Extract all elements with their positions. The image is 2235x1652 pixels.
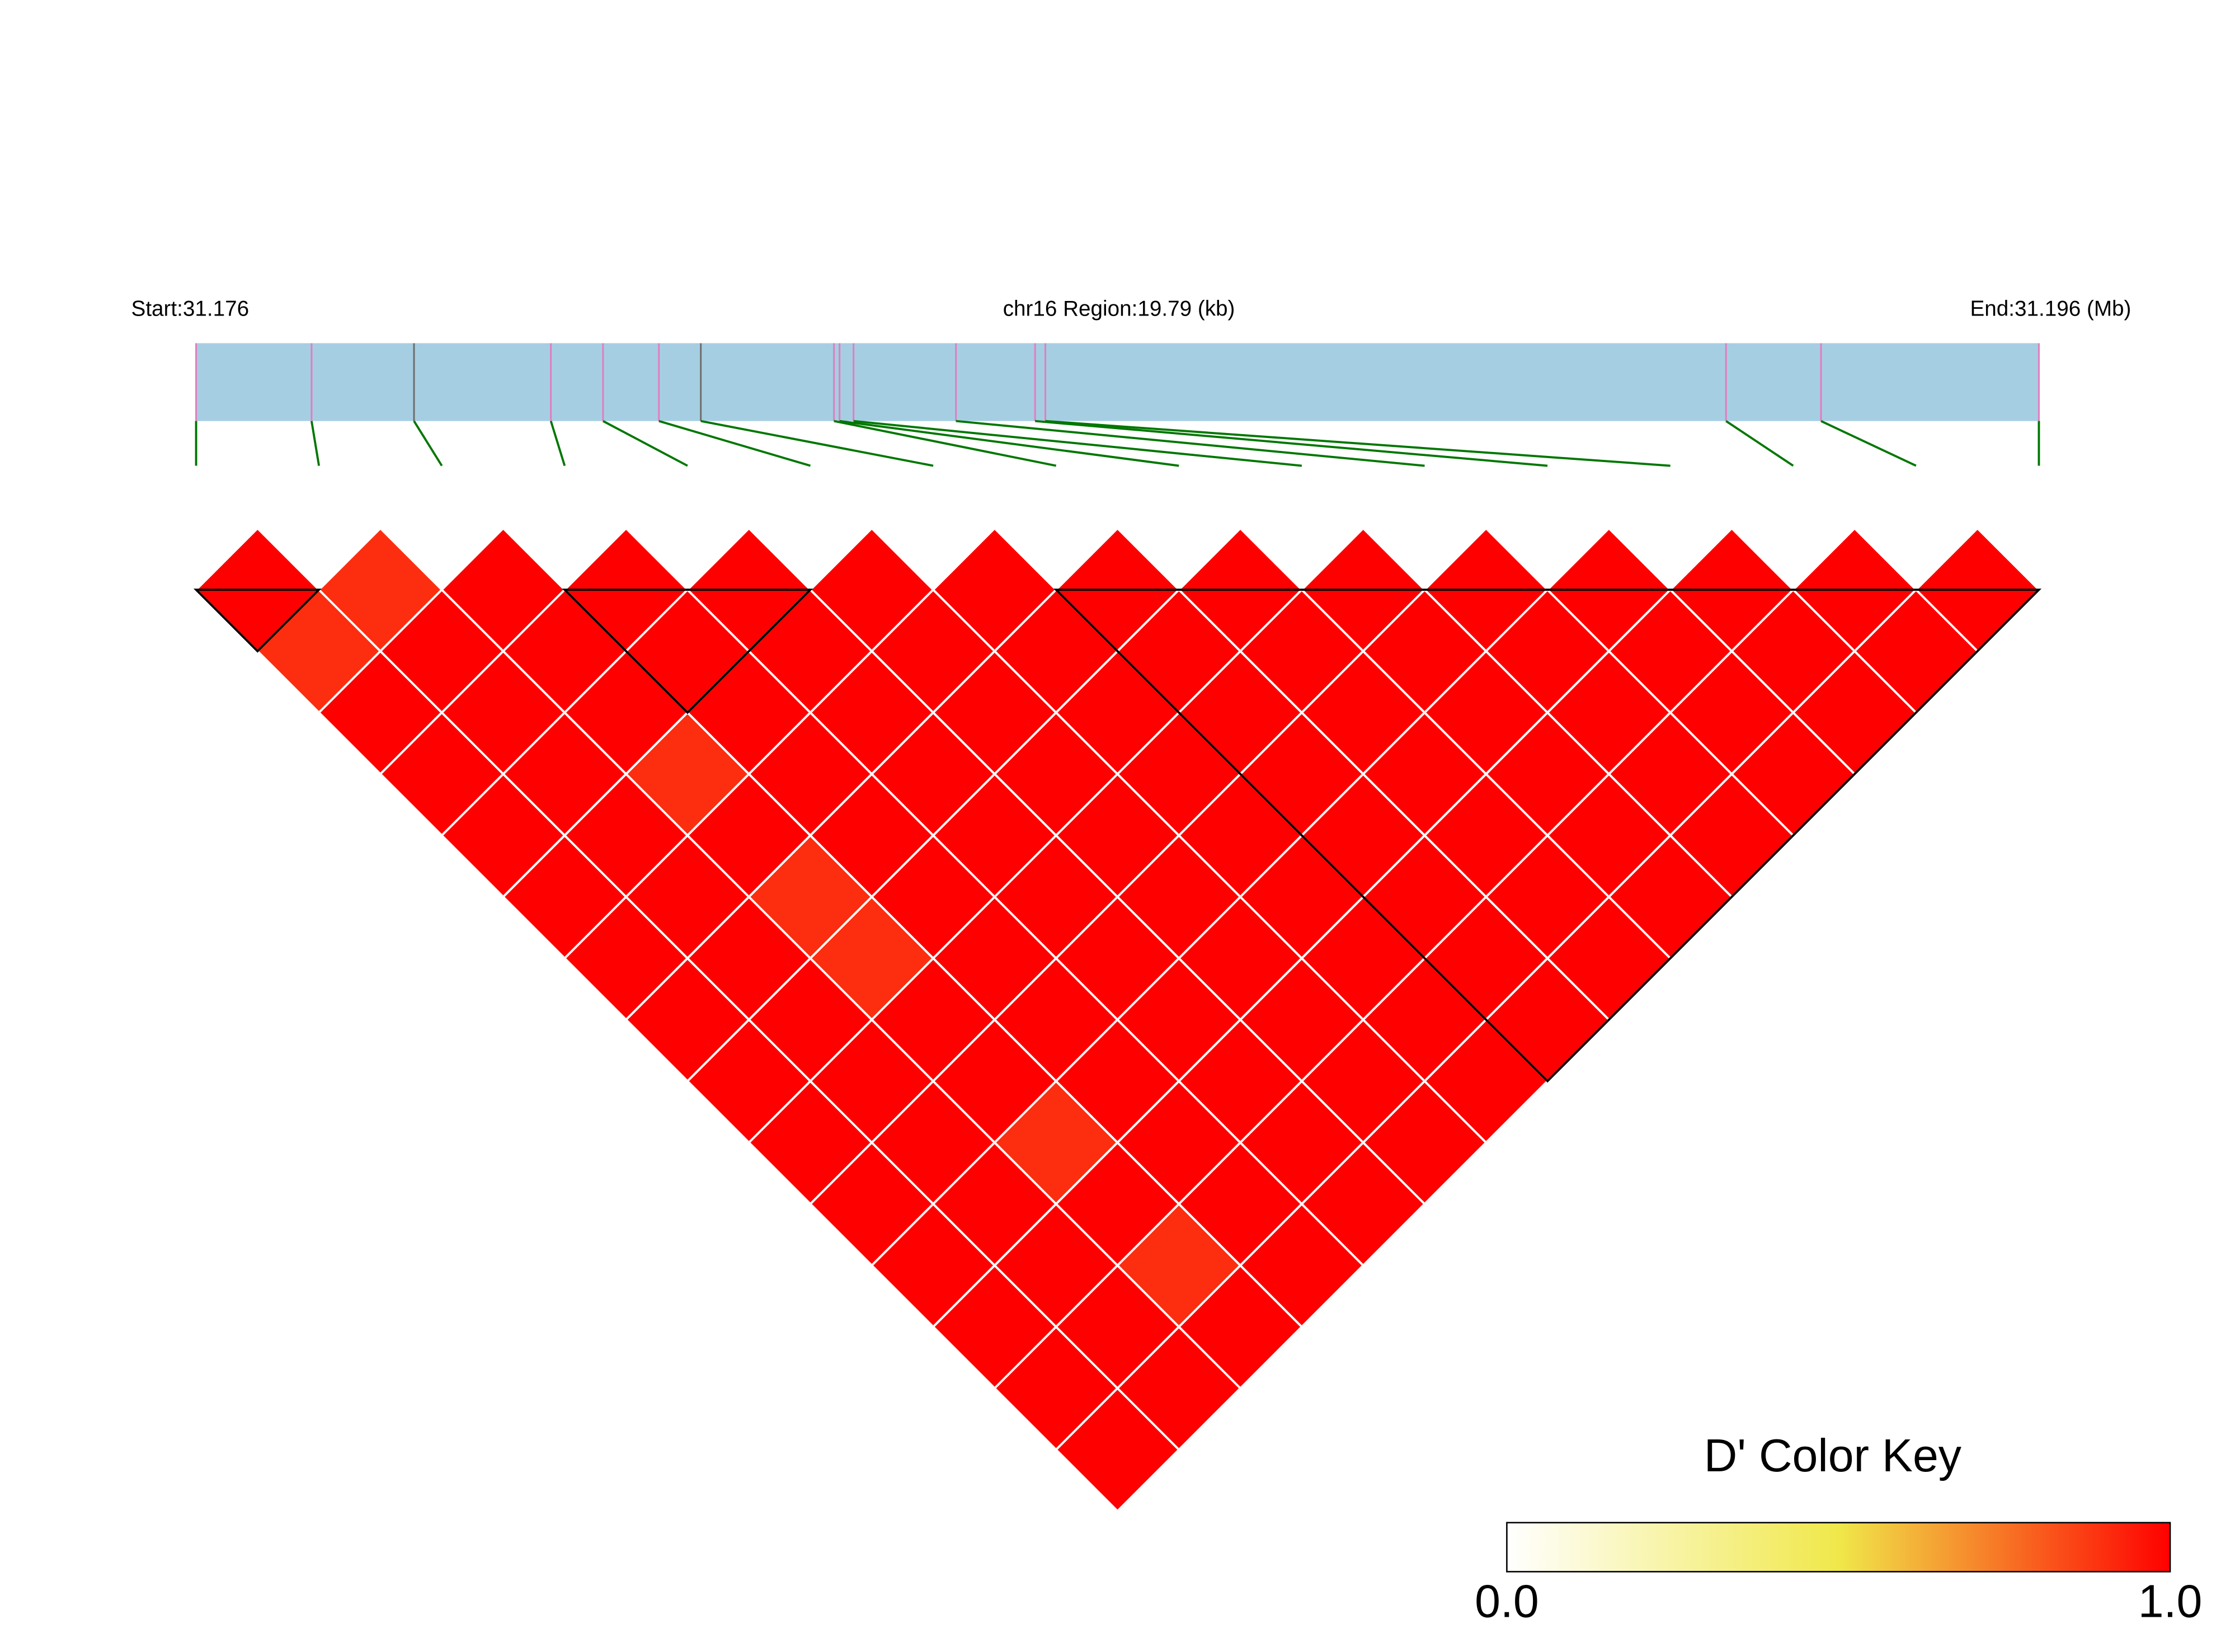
start-label: Start:31.176 bbox=[131, 296, 250, 321]
snp-connector bbox=[310, 421, 321, 466]
end-label: End:31.196 (Mb) bbox=[1970, 296, 2131, 321]
snp-connector bbox=[658, 420, 811, 467]
key-tick-label: 0.0 bbox=[1475, 1575, 1539, 1627]
snp-connector bbox=[700, 420, 934, 467]
snp-connector bbox=[1725, 420, 1794, 467]
snp-connector bbox=[413, 420, 443, 467]
color-key bbox=[1506, 1522, 2171, 1573]
key-tick-label: 1.0 bbox=[2138, 1575, 2203, 1627]
snp-connector bbox=[1035, 420, 1548, 467]
snp-connector bbox=[1820, 420, 1917, 467]
color-key-title: D' Color Key bbox=[1704, 1430, 1962, 1481]
snp-connector bbox=[853, 420, 1302, 467]
haplotype-block bbox=[562, 589, 813, 714]
region-label: chr16 Region:19.79 (kb) bbox=[1003, 296, 1235, 321]
snp-connector bbox=[839, 420, 1179, 467]
snp-connector bbox=[602, 420, 688, 467]
snp-connector bbox=[834, 420, 1057, 467]
haplotype-block bbox=[1053, 589, 2042, 1083]
haplotype-block bbox=[193, 589, 322, 653]
snp-connector bbox=[956, 420, 1425, 467]
snp-connector bbox=[549, 421, 566, 467]
region-bar bbox=[196, 343, 2039, 421]
snp-connector bbox=[1045, 420, 1671, 467]
